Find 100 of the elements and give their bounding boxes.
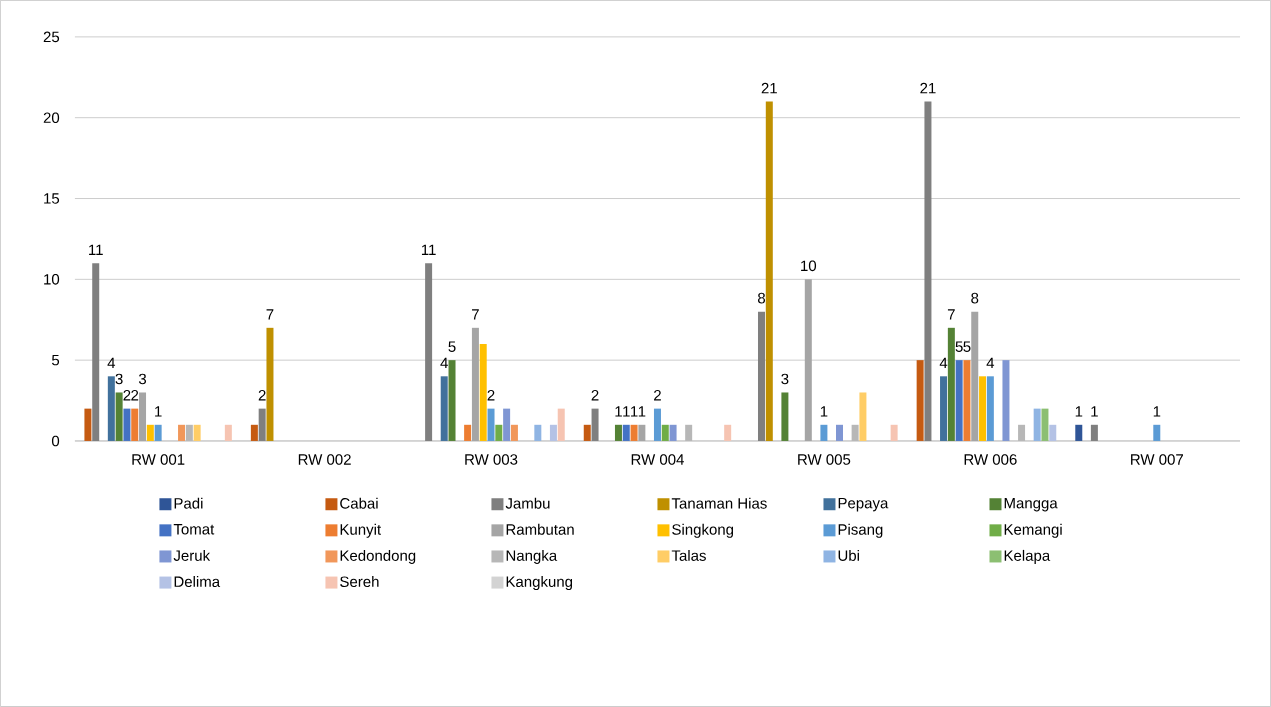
data-label: 11 — [421, 244, 436, 256]
bar — [1090, 424, 1098, 442]
bar — [1002, 360, 1010, 442]
bar — [557, 408, 565, 442]
bar — [820, 424, 828, 442]
legend-label: Kemangi — [1004, 523, 1062, 538]
data-label: 5 — [963, 341, 971, 352]
legend-label: Cabai — [340, 497, 378, 509]
bar — [1033, 408, 1041, 442]
legend-label: Nangka — [506, 549, 558, 564]
bar — [448, 360, 456, 442]
bar — [123, 408, 131, 442]
bar — [146, 424, 154, 442]
legend-label: Jambu — [505, 497, 550, 509]
x-tick-label: RW 002 — [298, 454, 351, 465]
bar — [924, 101, 932, 442]
bar — [916, 360, 924, 442]
bar — [510, 424, 518, 442]
bar — [630, 424, 638, 442]
bar — [1049, 424, 1057, 442]
data-label: 2 — [258, 390, 266, 401]
data-label: 2 — [123, 390, 131, 401]
bar — [638, 424, 646, 442]
bar — [669, 424, 677, 442]
bar — [549, 424, 557, 442]
data-label: 4 — [939, 357, 948, 369]
data-label: 1 — [615, 406, 622, 417]
legend-label: Tanaman Hias — [671, 497, 767, 509]
bar — [804, 279, 812, 442]
data-label: 21 — [920, 82, 936, 94]
bar — [495, 424, 503, 442]
data-label: 21 — [761, 82, 777, 94]
data-label: 1 — [638, 406, 646, 417]
data-label: 3 — [138, 373, 147, 385]
data-label: 1 — [623, 406, 630, 417]
legend-label: Kunyit — [340, 523, 382, 538]
data-label: 8 — [971, 292, 979, 304]
bar — [178, 424, 186, 442]
y-tick-label: 25 — [43, 31, 60, 43]
bar — [107, 376, 115, 442]
bar — [947, 327, 955, 442]
bar — [758, 311, 765, 442]
data-label: 7 — [266, 309, 274, 320]
data-label: 7 — [947, 309, 955, 320]
bar — [224, 424, 232, 442]
data-label: 7 — [472, 309, 479, 320]
data-label: 8 — [757, 292, 766, 304]
legend-label: Singkong — [672, 523, 734, 538]
data-label: 2 — [131, 390, 139, 401]
data-label: 10 — [801, 260, 817, 272]
bar — [440, 376, 448, 442]
data-label: 1 — [155, 406, 162, 417]
data-label: 3 — [781, 373, 789, 385]
bar — [971, 311, 979, 442]
x-tick-label: RW 005 — [798, 454, 851, 465]
bar — [250, 424, 258, 442]
bar — [92, 263, 100, 442]
bar — [487, 408, 495, 442]
x-tick-label: RW 003 — [465, 454, 518, 465]
x-tick-label: RW 007 — [1131, 454, 1183, 465]
legend-label: Kangkung — [506, 576, 573, 591]
bar — [765, 101, 773, 442]
x-tick-label: RW 001 — [132, 454, 185, 465]
bar — [940, 376, 948, 442]
legend-label: Ubi — [838, 549, 859, 561]
bar — [653, 408, 661, 442]
bar — [890, 424, 898, 442]
bar — [591, 408, 599, 442]
data-label: 1 — [1075, 406, 1083, 417]
data-label: 1 — [820, 406, 828, 417]
bar — [471, 327, 479, 442]
data-label: 5 — [955, 341, 963, 352]
data-label: 1 — [1153, 406, 1161, 417]
bar — [955, 360, 963, 442]
legend-label: Delima — [174, 576, 221, 588]
data-label: 11 — [89, 244, 103, 256]
bar — [503, 408, 511, 442]
y-tick-label: 5 — [51, 354, 60, 366]
bar — [258, 408, 266, 442]
bar — [425, 263, 433, 442]
legend-label: Padi — [174, 497, 203, 509]
bar — [583, 424, 591, 442]
data-label: 3 — [115, 373, 123, 385]
bar — [614, 424, 622, 442]
bar — [154, 424, 162, 442]
y-tick-label: 0 — [51, 435, 60, 447]
data-label: 2 — [591, 390, 599, 401]
bar — [115, 392, 123, 442]
legend-label: Pepaya — [838, 498, 889, 512]
legend-label: Tomat — [173, 524, 215, 535]
bar — [139, 392, 147, 442]
bar — [193, 424, 201, 442]
legend-label: Rambutan — [506, 523, 574, 535]
data-label: 4 — [107, 357, 116, 369]
legend-label: Talas — [671, 549, 706, 561]
data-label: 4 — [986, 357, 995, 369]
data-label: 5 — [448, 341, 456, 352]
bar — [1075, 424, 1083, 442]
bar — [836, 424, 844, 442]
bar — [1041, 408, 1049, 442]
